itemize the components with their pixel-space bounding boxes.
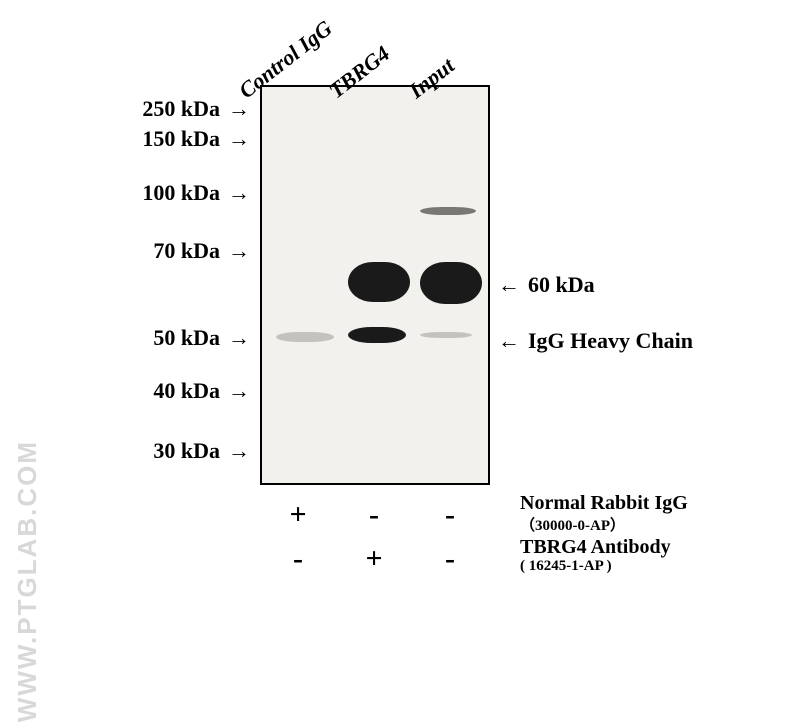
ladder-row: 50 kDa → (120, 325, 250, 351)
arrow-right-icon: → (228, 438, 250, 464)
antibody-name: TBRG4 Antibody (520, 536, 671, 558)
antibody-catalog: （30000-0-AP） (520, 514, 688, 535)
ladder-row: 70 kDa → (120, 238, 250, 264)
right-annotation: ← IgG Heavy Chain (498, 328, 693, 354)
ladder-label: 150 kDa (120, 126, 220, 152)
sign: - (412, 500, 488, 530)
lane-input (414, 87, 484, 483)
ladder-label: 40 kDa (120, 378, 220, 404)
sign: - (412, 544, 488, 574)
lane-tbrg4 (342, 87, 412, 483)
right-annotation: ← 60 kDa (498, 272, 595, 298)
ladder-label: 30 kDa (120, 438, 220, 464)
ladder-row: 100 kDa → (120, 180, 250, 206)
ladder-label: 100 kDa (120, 180, 220, 206)
antibody-row: + - - (260, 500, 488, 530)
arrow-right-icon: → (228, 180, 250, 206)
antibody-row: - + - (260, 544, 488, 574)
ladder-row: 40 kDa → (120, 378, 250, 404)
blot-region (260, 85, 490, 485)
band (420, 332, 472, 338)
arrow-right-icon: → (228, 126, 250, 152)
band (420, 207, 476, 215)
antibody-catalog: ( 16245-1-AP ) (520, 558, 671, 575)
watermark: WWW.PTGLAB.COM (12, 440, 43, 722)
arrow-right-icon: → (228, 96, 250, 122)
ladder-row: 250 kDa → (120, 96, 250, 122)
ladder-label: 70 kDa (120, 238, 220, 264)
annotation-label: IgG Heavy Chain (528, 328, 693, 354)
band (348, 262, 410, 302)
arrow-right-icon: → (228, 325, 250, 351)
arrow-left-icon: ← (498, 272, 520, 298)
band (276, 332, 334, 342)
arrow-right-icon: → (228, 238, 250, 264)
antibody-name: Normal Rabbit IgG (520, 492, 688, 514)
ladder-label: 50 kDa (120, 325, 220, 351)
ladder-row: 150 kDa → (120, 126, 250, 152)
sign: + (336, 544, 412, 574)
band (348, 327, 406, 343)
sign: - (260, 544, 336, 574)
sign: + (260, 500, 336, 530)
sign: - (336, 500, 412, 530)
figure-root: WWW.PTGLAB.COM Control IgG TBRG4 Input 2… (0, 0, 800, 600)
lane-control-igg (270, 87, 340, 483)
arrow-left-icon: ← (498, 328, 520, 354)
antibody-label: TBRG4 Antibody ( 16245-1-AP ) (520, 536, 671, 575)
annotation-label: 60 kDa (528, 272, 595, 298)
arrow-right-icon: → (228, 378, 250, 404)
band (420, 262, 482, 304)
antibody-label: Normal Rabbit IgG （30000-0-AP） (520, 492, 688, 535)
ladder-label: 250 kDa (120, 96, 220, 122)
ladder-row: 30 kDa → (120, 438, 250, 464)
